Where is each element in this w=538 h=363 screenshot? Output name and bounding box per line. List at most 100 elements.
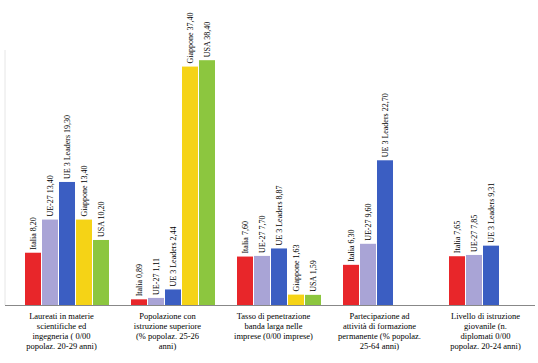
data-label: Italia 0,89: [135, 264, 144, 296]
data-label: Italia 6,30: [347, 229, 356, 261]
category-label-line: Partecipazione ad: [349, 311, 410, 321]
bar: [343, 265, 359, 305]
category-label-line: Popolazione con: [139, 311, 196, 321]
category-label-line: istruzione superiore: [134, 321, 201, 331]
data-label-value: 38,40: [203, 22, 212, 42]
bar: [93, 240, 109, 305]
data-label-value: 7,70: [258, 216, 267, 232]
bar: [199, 60, 215, 305]
data-label-value: 13,40: [46, 175, 55, 195]
category-label-line: banda larga nelle: [245, 321, 303, 331]
category-label-line: attività di formazione: [343, 321, 416, 331]
category-label-line: popolaz. 20-29 anni): [26, 341, 97, 351]
bars: [25, 60, 499, 305]
data-label-series: Giappone: [292, 260, 301, 292]
bar: [182, 67, 198, 305]
data-label-value: 10,20: [97, 201, 106, 221]
data-label-value: 13,40: [80, 165, 89, 185]
data-label: UE-27 1,11: [152, 258, 161, 295]
data-label-series: Italia: [29, 233, 38, 250]
data-label-value: 2,44: [169, 226, 178, 242]
category-label-line: (% popolaz. 25-26: [136, 331, 199, 341]
data-label: UE-27 13,40: [46, 175, 55, 216]
data-label-series: USA: [97, 221, 106, 237]
data-label-series: UE 3 Leaders: [381, 113, 390, 157]
data-label: USA 10,20: [97, 201, 106, 237]
category-label-line: imprese (0/00 imprese): [234, 331, 313, 341]
data-label: UE 3 Leaders 8,87: [275, 185, 284, 245]
data-label: USA 38,40: [203, 22, 212, 58]
bar: [76, 220, 92, 305]
data-label-series: Italia: [241, 237, 250, 254]
data-label-value: 1,63: [292, 244, 301, 260]
bar: [360, 244, 376, 305]
baseline: [5, 305, 535, 306]
data-label-value: 0,89: [135, 264, 144, 280]
data-label-value: 22,70: [381, 93, 390, 113]
category-label-line: Tasso di penetrazione: [237, 311, 311, 321]
category-label-line: Livello di istruzione: [451, 311, 520, 321]
bar: [305, 295, 321, 305]
data-label-value: 37,40: [186, 12, 195, 32]
category-label-line: anni): [159, 341, 177, 351]
category-label-line: scientifiche ed: [37, 321, 87, 331]
data-label: UE 3 Leaders 2,44: [169, 226, 178, 286]
data-label: Giappone 1,63: [292, 244, 301, 291]
data-label: Giappone 13,40: [80, 165, 89, 216]
category-label-line: diplomati 0/00: [461, 331, 511, 341]
data-label-value: 8,20: [29, 217, 38, 233]
category-label: Popolazione conistruzione superiore(% po…: [134, 311, 201, 351]
data-label-series: UE-27: [364, 219, 373, 240]
data-label-series: Italia: [347, 245, 356, 262]
data-label-series: UE-27: [258, 232, 267, 253]
data-label: USA 1,59: [309, 260, 318, 292]
data-label-series: UE 3 Leaders: [63, 135, 72, 179]
data-label: UE-27 7,85: [470, 215, 479, 252]
data-label-series: Italia: [135, 279, 144, 296]
data-label-series: Giappone: [80, 185, 89, 217]
category-label-line: 25-64 anni): [360, 341, 400, 351]
data-label-value: 1,11: [152, 258, 161, 274]
data-label-series: Italia: [453, 236, 462, 253]
bar: [59, 182, 75, 305]
category-label-line: giovanile (n.: [464, 321, 507, 331]
bar: [42, 220, 58, 305]
category-label-line: Laureati in materie: [29, 311, 94, 321]
category-label: Laureati in materiescientifiche edingegn…: [26, 311, 97, 351]
bar: [271, 248, 287, 305]
bar: [449, 256, 465, 305]
bar: [377, 160, 393, 305]
data-label: Giappone 37,40: [186, 12, 195, 63]
data-label: UE-27 9,60: [364, 203, 373, 240]
data-label-value: 7,85: [470, 215, 479, 231]
data-label-series: Giappone: [186, 32, 195, 64]
category-label-line: ingegneria ( 0/00: [32, 331, 90, 341]
data-label-series: UE-27: [470, 231, 479, 252]
data-label-value: 7,65: [453, 221, 462, 237]
category-label-line: permanente (% popolaz.: [338, 331, 421, 341]
data-label: Italia 7,65: [453, 221, 462, 253]
bar: [466, 255, 482, 305]
data-label-series: UE 3 Leaders: [275, 201, 284, 245]
data-label: Italia 7,60: [241, 221, 250, 253]
bar: [25, 253, 41, 305]
data-label-value: 6,30: [347, 229, 356, 245]
bar: [254, 256, 270, 305]
data-label-series: UE-27: [46, 195, 55, 216]
data-label: UE 3 Leaders 22,70: [381, 93, 390, 157]
data-label-series: USA: [309, 276, 318, 292]
data-labels: Italia 8,20Italia 0,89Italia 7,60Italia …: [29, 12, 496, 296]
data-label-value: 7,60: [241, 221, 250, 237]
category-label: Tasso di penetrazionebanda larga nelleim…: [234, 311, 313, 341]
category-label: Partecipazione adattività di formazionep…: [338, 311, 421, 351]
bar: [288, 295, 304, 305]
data-label-value: 8,87: [275, 185, 284, 201]
category-label: Livello di istruzionegiovanile (n.diplom…: [450, 311, 521, 351]
bar: [483, 246, 499, 305]
data-label-series: USA: [203, 41, 212, 57]
bar: [165, 289, 181, 305]
data-label-series: UE 3 Leaders: [487, 199, 496, 243]
bar: [237, 257, 253, 305]
data-label-value: 1,59: [309, 260, 318, 276]
y-axis-line: [5, 50, 6, 305]
